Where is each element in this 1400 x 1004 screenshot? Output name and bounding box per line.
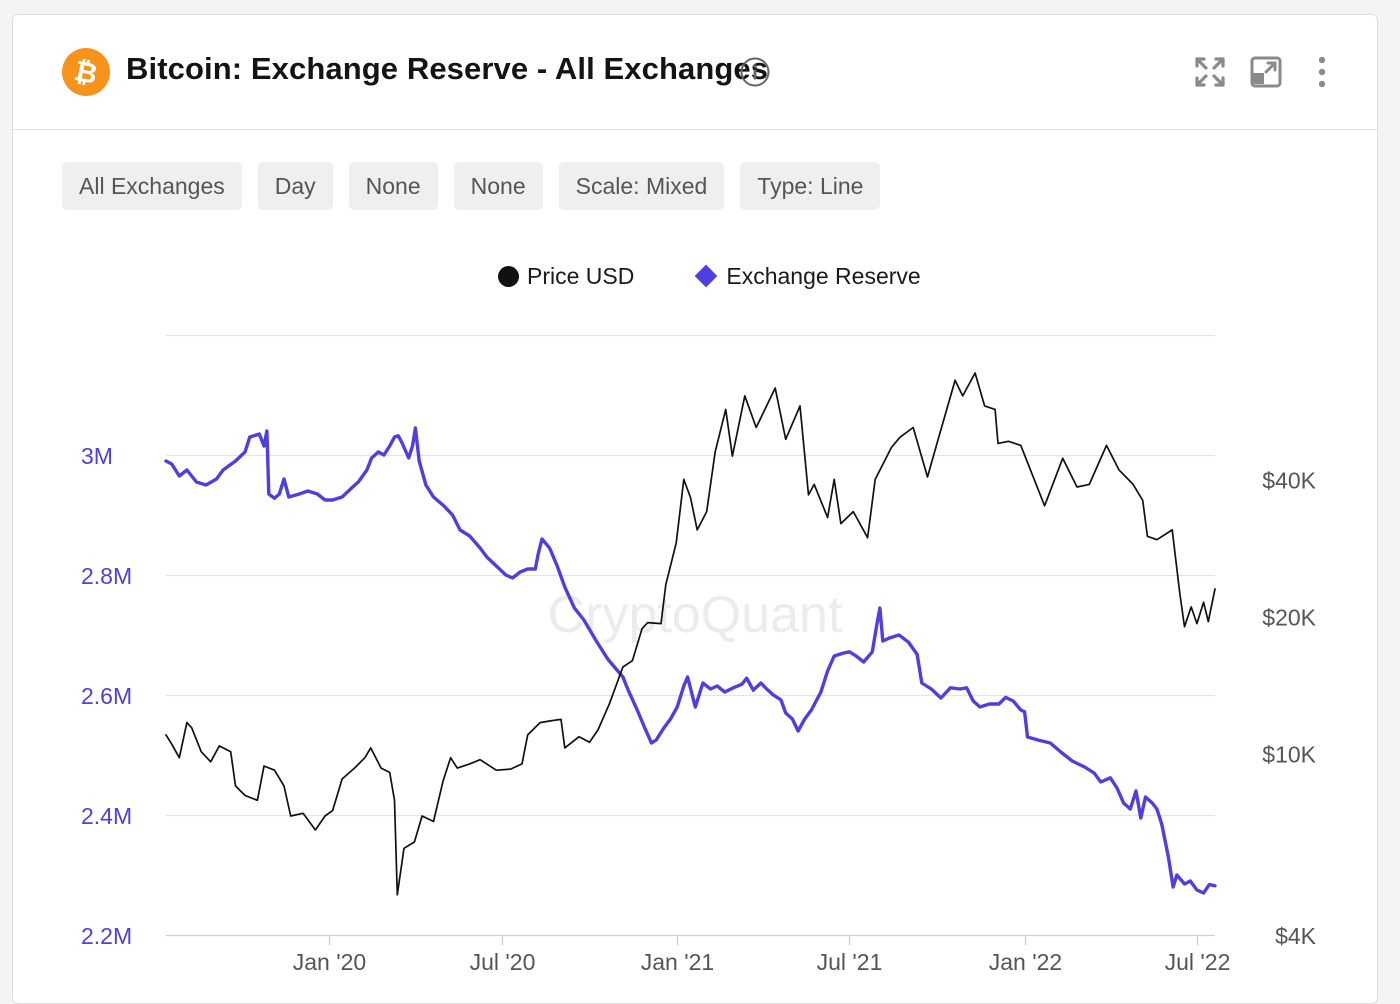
svg-text:₿: ₿ [71,54,100,91]
info-icon[interactable] [740,57,770,87]
bitcoin-logo-icon: ₿ [62,48,110,96]
expand-icon[interactable] [1249,55,1283,89]
filter-sma[interactable]: None [348,162,438,210]
filter-bar: All Exchanges Day None None Scale: Mixed… [62,162,881,210]
legend-circle-icon [498,265,519,287]
fullscreen-icon[interactable] [1193,55,1227,89]
legend-diamond-icon [695,264,718,288]
card-header: ₿ Bitcoin: Exchange Reserve - All Exchan… [13,15,1377,130]
legend-label: Exchange Reserve [726,262,921,289]
page-title: Bitcoin: Exchange Reserve - All Exchange… [126,51,769,86]
filter-scale[interactable]: Scale: Mixed [558,162,725,210]
filter-exchange[interactable]: All Exchanges [62,162,242,210]
legend-label: Price USD [527,262,635,289]
filter-type[interactable]: Type: Line [740,162,881,210]
legend-item-price[interactable]: Price USD [498,263,634,290]
legend-item-reserve[interactable]: Exchange Reserve [694,262,921,290]
filter-ema[interactable]: None [453,162,543,210]
filter-window[interactable]: Day [257,162,333,210]
more-vertical-icon[interactable] [1305,55,1339,89]
chart-legend: Price USD Exchange Reserve [498,258,921,294]
